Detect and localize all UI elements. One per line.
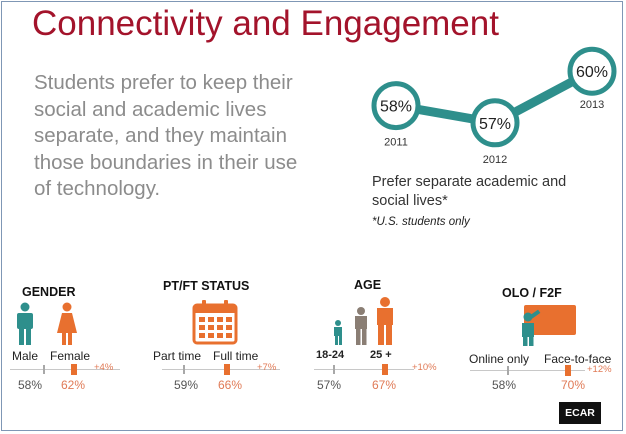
teacher-board-icon [522,305,576,346]
trend-caption: Prefer separate academic and social live… [372,174,567,209]
age-difference: +10% [412,362,437,373]
olo-tick-grey [507,366,509,375]
ptft-tick-grey [183,365,185,374]
ptft-category-1: Part time [153,349,202,363]
trend-note: *U.S. students only [372,216,470,228]
trend-year-label: 2013 [580,99,604,111]
olo-category-2: Face-to-face [544,352,612,366]
gender-tick-grey [43,365,45,374]
ptft-difference: +7% [257,362,277,373]
female-person-icon [57,302,77,345]
olo-value-2: 70% [561,378,586,392]
gender-difference: +4% [94,362,114,373]
gender-scale-line [10,369,120,370]
olo-tick-orange [565,365,571,376]
trend-line-chart: 58% 2011 57% 2012 60% 2013 [371,46,617,166]
gender-value-2: 62% [61,378,86,392]
slide-title: Connectivity and Engagement [32,4,499,43]
male-person-icon [17,302,33,345]
age-tick-orange [382,364,388,375]
age-value-1: 57% [317,378,342,392]
age-group-icon [334,297,393,345]
age-scale-line [314,369,414,370]
olo-category-1: Online only [469,352,530,366]
ecar-logo: ECAR [559,402,601,424]
ptft-value-2: 66% [218,378,243,392]
trend-point-2011 [371,81,421,131]
slide-subtitle: Students prefer to keep their social and… [34,71,298,200]
gender-value-1: 58% [18,378,43,392]
age-value-2: 67% [372,378,397,392]
olo-title: OLO / F2F [502,286,562,300]
ptft-title: PT/FT STATUS [163,279,250,293]
olo-scale-line [470,370,585,371]
ptft-scale-line [162,369,280,370]
age-title: AGE [354,278,382,292]
gender-category-2: Female [50,349,91,363]
ptft-value-1: 59% [174,378,199,392]
olo-value-1: 58% [492,378,517,392]
trend-point-2013 [567,46,617,96]
age-tick-grey [333,365,335,374]
age-category-1: 18-24 [316,349,345,361]
trend-year-label: 2012 [483,154,507,166]
gender-title: GENDER [22,285,76,299]
trend-year-label: 2011 [384,137,408,149]
trend-point-label: 60% [576,64,608,81]
gender-tick-orange [71,364,77,375]
ptft-tick-orange [224,364,230,375]
gender-category-1: Male [12,349,39,363]
ptft-category-2: Full time [213,349,259,363]
age-category-2: 25 + [370,349,392,361]
olo-difference: +12% [587,364,612,375]
trend-point-label: 58% [380,99,412,116]
calendar-icon [192,300,238,345]
trend-point-2012 [470,98,520,148]
trend-point-label: 57% [479,116,511,133]
